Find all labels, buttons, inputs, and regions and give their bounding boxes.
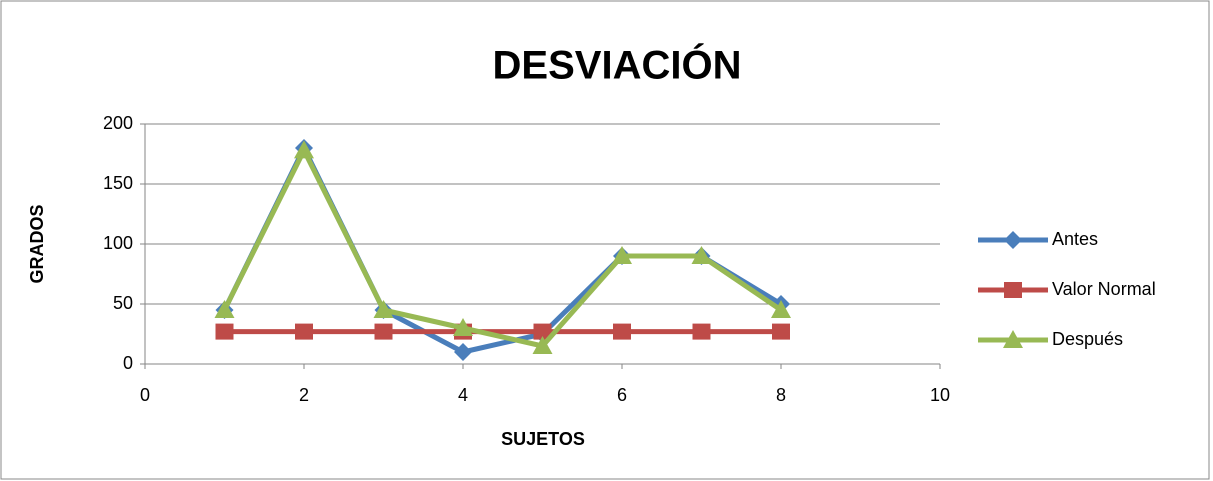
legend-marker [1004, 282, 1022, 298]
x-tick-label: 2 [299, 385, 309, 405]
legend-marker [1003, 330, 1023, 348]
legend-marker [1004, 231, 1022, 249]
y-tick-label: 200 [103, 113, 133, 133]
legend-label: Valor Normal [1052, 279, 1156, 299]
data-point [214, 300, 235, 318]
x-tick-label: 4 [458, 385, 468, 405]
x-tick-label: 8 [776, 385, 786, 405]
data-point [771, 300, 791, 318]
data-point [374, 323, 393, 340]
y-axis-label: GRADOS [27, 204, 47, 283]
series-line [222, 147, 783, 349]
x-axis-label: SUJETOS [501, 429, 585, 449]
y-tick-label: 150 [103, 173, 133, 193]
data-point [453, 318, 473, 336]
y-tick-label: 0 [123, 353, 133, 373]
data-point [533, 323, 552, 340]
x-tick-label: 0 [140, 385, 150, 405]
data-point [215, 323, 234, 340]
data-point [772, 323, 790, 340]
x-tick-label: 10 [930, 385, 950, 405]
data-point [373, 300, 394, 318]
x-tick-label: 6 [617, 385, 627, 405]
data-point [612, 246, 632, 264]
data-point [295, 323, 313, 340]
chart-title: DESVIACIÓN [493, 42, 742, 88]
y-tick-label: 100 [103, 233, 133, 253]
data-point [294, 140, 314, 159]
data-point [613, 323, 631, 340]
legend-label: Después [1052, 329, 1123, 349]
data-point [691, 246, 712, 264]
data-point [692, 323, 711, 340]
y-tick-label: 50 [113, 293, 133, 313]
legend-label: Antes [1052, 229, 1098, 249]
data-point [454, 343, 472, 361]
data-point [532, 336, 553, 354]
